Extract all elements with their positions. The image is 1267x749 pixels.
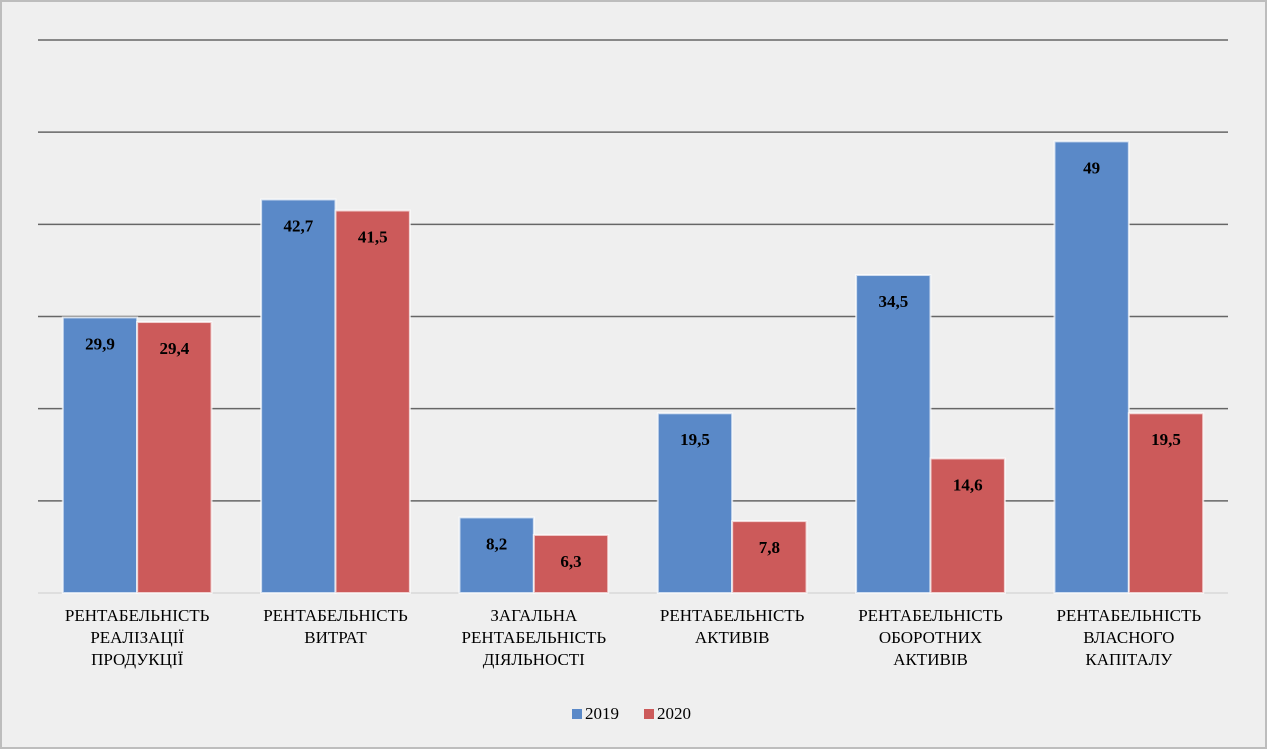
value-label: 6,3: [560, 552, 581, 571]
bar: [136, 321, 213, 594]
bar: [1053, 140, 1130, 594]
bar: [1127, 412, 1205, 594]
bar: [731, 520, 808, 594]
x-tick-label: РЕНТАБЕЛЬНІСТЬ ОБОРОТНИХ АКТИВІВ: [858, 606, 1003, 669]
bar: [334, 209, 411, 594]
value-label: 34,5: [878, 292, 908, 311]
legend-label: 2020: [657, 704, 691, 723]
value-label: 49: [1083, 158, 1100, 177]
value-label: 42,7: [283, 216, 313, 235]
legend-swatch: [644, 709, 654, 719]
bar: [532, 533, 610, 594]
value-label: 29,4: [159, 339, 189, 358]
x-tick-label: РЕНТАБЕЛЬНІСТЬ АКТИВІВ: [660, 606, 805, 647]
x-tick-label: РЕНТАБЕЛЬНІСТЬ ВИТРАТ: [263, 606, 408, 647]
legend-swatch: [572, 709, 582, 719]
value-label: 14,6: [953, 475, 983, 494]
value-label: 19,5: [1151, 430, 1181, 449]
bar: [929, 457, 1006, 595]
bar: [61, 316, 139, 594]
value-label: 7,8: [759, 538, 780, 557]
bar: [855, 274, 932, 594]
x-tick-label: РЕНТАБЕЛЬНІСТЬ ВЛАСНОГО КАПІТАЛУ: [1057, 606, 1202, 669]
x-tick-label: РЕНТАБЕЛЬНІСТЬ РЕАЛІЗАЦІЇ ПРОДУКЦІЇ: [65, 606, 210, 669]
value-label: 8,2: [486, 534, 507, 553]
value-label: 29,9: [85, 334, 115, 353]
x-tick-label: ЗАГАЛЬНА РЕНТАБЕЛЬНІСТЬ ДІЯЛЬНОСТІ: [462, 606, 607, 669]
legend-label: 2019: [585, 704, 619, 723]
value-label: 41,5: [358, 227, 388, 246]
bar: [458, 516, 535, 595]
bar: [656, 412, 734, 594]
bar: [260, 198, 337, 594]
value-label: 19,5: [680, 430, 710, 449]
